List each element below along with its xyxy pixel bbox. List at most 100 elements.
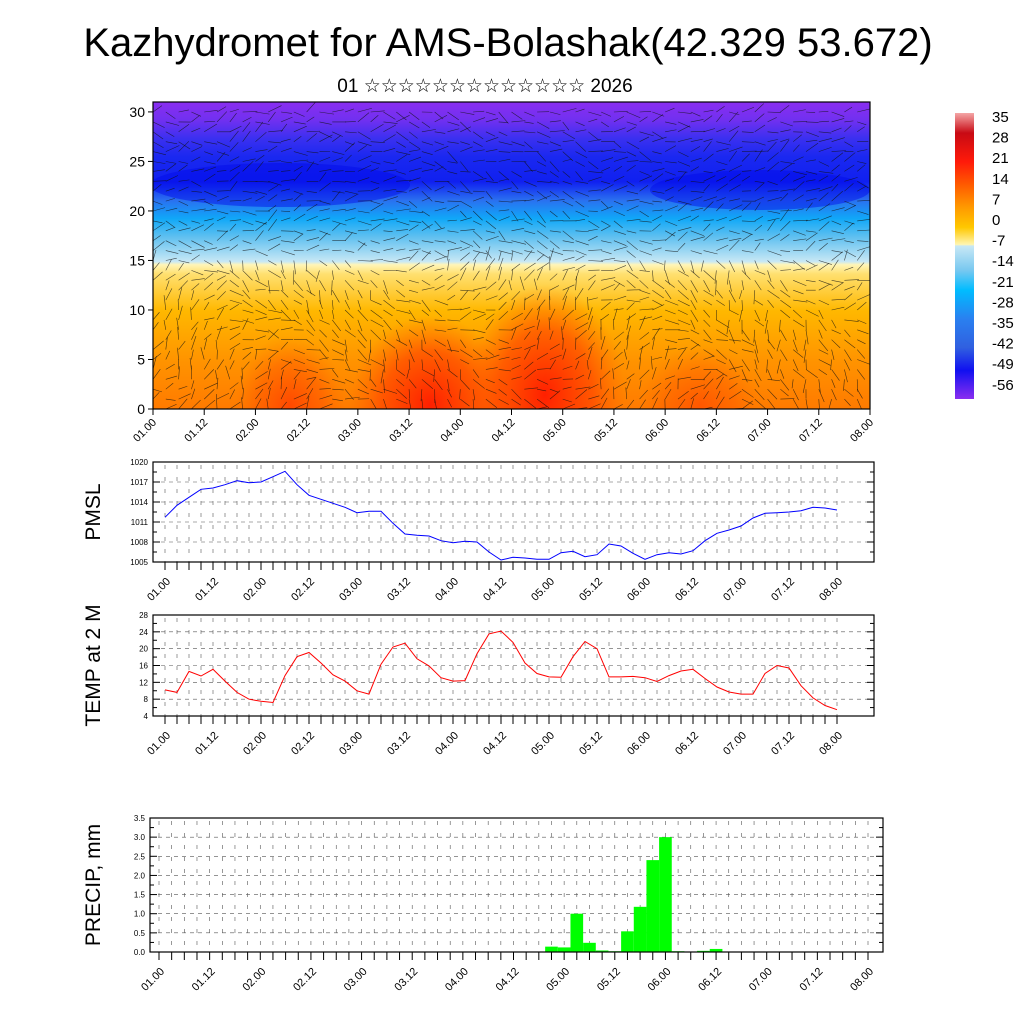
wind-vector: [229, 342, 241, 350]
wind-vector: [165, 273, 176, 281]
wind-vector: [473, 250, 487, 255]
wind-vector: [869, 309, 870, 310]
wind-vector: [767, 233, 781, 241]
wind-vector: [204, 123, 218, 133]
wind-vector: [844, 285, 855, 291]
wind-vector: [511, 130, 525, 133]
wind-vector: [575, 171, 584, 181]
wind-vector: [716, 141, 731, 146]
x-tick-label: 08.00: [817, 576, 845, 604]
wind-vector: [677, 171, 687, 182]
wind-vector: [332, 369, 339, 378]
wind-vector: [460, 146, 473, 152]
wind-vector: [178, 305, 183, 320]
wind-vector: [165, 398, 176, 401]
wind-vector: [203, 358, 211, 370]
wind-vector: [549, 130, 565, 133]
wind-vector: [191, 224, 205, 232]
wind-vector: [613, 156, 628, 162]
wind-vector: [613, 308, 624, 311]
wind-vector: [370, 240, 380, 244]
wind-vector: [204, 333, 212, 340]
wind-vector: [844, 302, 856, 311]
x-tick-label: 02.00: [241, 576, 269, 604]
wind-vector: [344, 208, 356, 212]
wind-vector: [229, 260, 234, 273]
wind-vector: [242, 158, 256, 162]
wind-vector: [204, 382, 218, 390]
wind-vector: [216, 230, 229, 241]
wind-vector: [600, 313, 610, 321]
wind-vector: [242, 361, 250, 370]
wind-vector: [447, 339, 452, 352]
wind-vector: [754, 388, 765, 400]
wind-vector: [703, 223, 711, 232]
wind-vector: [408, 156, 422, 162]
wind-vector: [677, 137, 693, 142]
wind-vector: [409, 210, 424, 213]
y-tick-label: 2.0: [134, 871, 146, 880]
wind-vector: [332, 109, 344, 113]
wind-vector: [267, 368, 271, 380]
wind-vector: [728, 239, 740, 251]
wind-vector: [524, 308, 533, 321]
wind-vector: [370, 398, 377, 409]
wind-vector: [626, 313, 636, 321]
wind-vector: [754, 369, 762, 382]
wind-vector: [216, 195, 229, 202]
wind-vector: [153, 271, 163, 281]
wind-vector: [869, 279, 870, 281]
wind-vector: [690, 130, 705, 133]
wind-vector: [766, 359, 768, 373]
wind-vector: [153, 222, 166, 232]
wind-vector: [460, 246, 471, 251]
wind-vector: [844, 205, 856, 212]
wind-vector: [178, 141, 190, 152]
y-tick-label: 10: [129, 302, 145, 318]
wind-vector: [613, 280, 625, 287]
wind-vector: [280, 341, 289, 350]
wind-vector: [831, 389, 837, 401]
wind-vector: [677, 329, 689, 332]
wind-vector: [434, 240, 446, 243]
wind-vector: [805, 299, 816, 305]
wind-vector: [664, 345, 670, 360]
wind-vector: [293, 299, 303, 305]
wind-vector: [613, 127, 626, 133]
wind-vector: [626, 399, 635, 409]
wind-vector: [395, 329, 401, 342]
wind-vector: [191, 190, 203, 193]
wind-vector: [280, 111, 292, 114]
wind-vector: [831, 111, 845, 117]
wind-vector: [306, 116, 315, 123]
wind-vector: [536, 262, 550, 271]
wind-vector: [741, 170, 752, 172]
wind-vector: [869, 319, 870, 321]
wind-vector: [792, 389, 799, 401]
wind-vector: [524, 199, 535, 202]
wind-vector: [639, 185, 649, 192]
wind-vector: [191, 220, 201, 224]
wind-vector: [332, 223, 341, 232]
wind-vector: [818, 399, 820, 409]
wind-vector: [524, 361, 534, 370]
wind-vector: [370, 379, 377, 387]
wind-vector: [856, 389, 863, 399]
wind-vector: [843, 379, 845, 391]
wind-vector: [767, 181, 778, 186]
wind-vector: [779, 319, 781, 333]
wind-vector: [447, 258, 450, 271]
wind-vector: [588, 395, 600, 400]
wind-vector: [229, 180, 238, 192]
wind-vector: [485, 313, 495, 321]
wind-vector: [511, 141, 525, 147]
wind-vector: [613, 351, 623, 360]
wind-vector: [315, 270, 320, 282]
wind-vector: [293, 135, 302, 142]
wind-vector: [396, 229, 409, 232]
wind-vector: [153, 262, 160, 271]
wind-vector: [652, 173, 664, 182]
wind-vector: [485, 111, 496, 116]
wind-vector: [434, 359, 441, 372]
